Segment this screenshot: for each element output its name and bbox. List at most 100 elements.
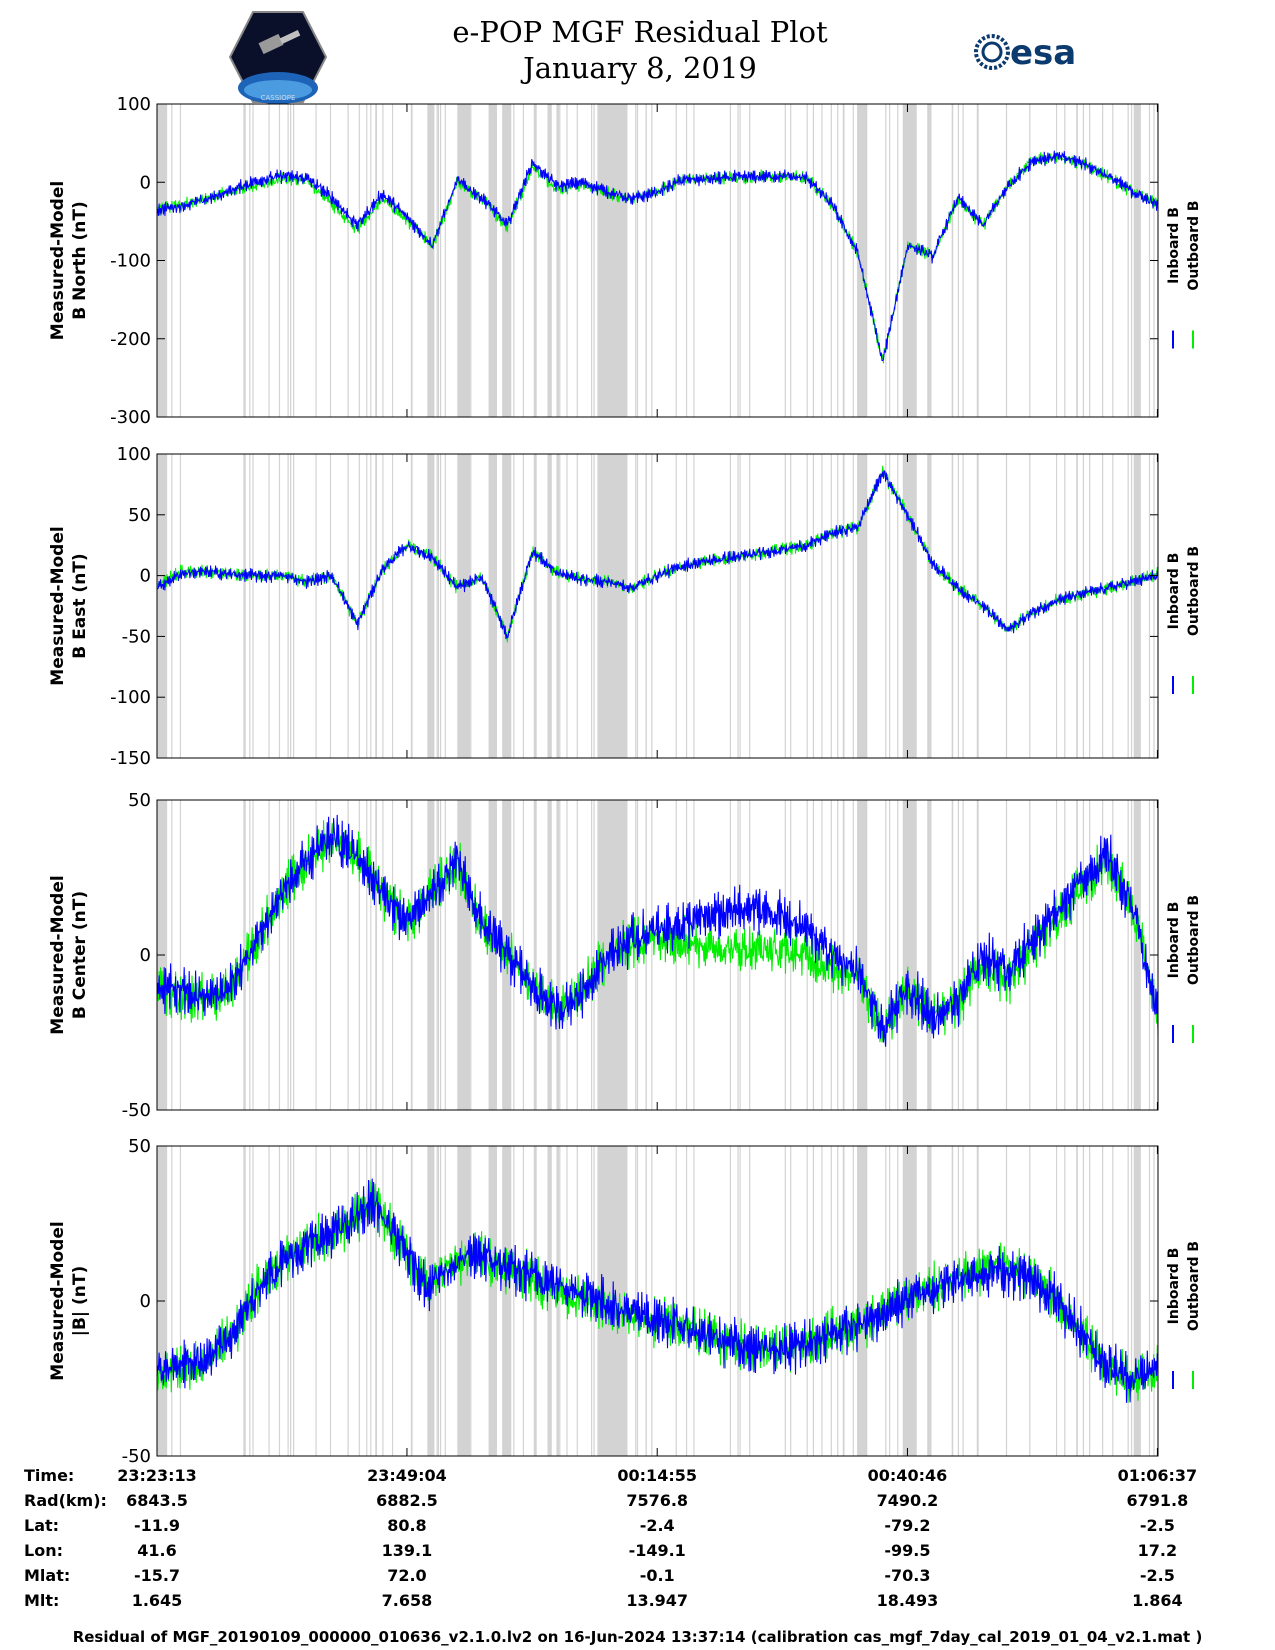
panel-4-data-gap: [559, 1146, 561, 1456]
panel-1-data-gap: [897, 104, 899, 417]
panel-1-data-gap: [559, 104, 561, 417]
panel-2-data-gap: [457, 454, 470, 758]
panel-4-data-gap: [411, 1146, 413, 1456]
panel-1-data-gap: [852, 104, 854, 417]
panel-3-data-gap: [179, 800, 182, 1110]
panel-2-data-gap: [729, 454, 732, 758]
panel-1-data-gap: [290, 104, 292, 417]
panel-2-data-gap: [391, 454, 394, 758]
panel-2-data-gap: [503, 454, 505, 758]
panel-3-data-gap: [1082, 800, 1085, 1110]
panel-2-data-gap: [278, 454, 281, 758]
panel-2-data-gap: [315, 454, 317, 758]
panel-3-ytick-label: -50: [122, 1100, 151, 1121]
panel-2-data-gap: [897, 454, 899, 758]
panel-3-data-gap: [375, 800, 377, 1110]
panel-1-data-gap: [1112, 104, 1114, 417]
panel-2-data-gap: [287, 454, 289, 758]
panel-1-data-gap: [1005, 104, 1008, 417]
panel-1-data-gap: [842, 104, 844, 417]
panel-3-data-gap: [927, 800, 932, 1110]
panel-4-data-gap: [293, 1146, 295, 1456]
panel-1-data-gap: [249, 104, 251, 417]
panel-1-data-gap: [488, 104, 498, 417]
panel-1-data-gap: [165, 104, 168, 417]
panel-1-data-gap: [522, 104, 524, 417]
panel-1-data-gap: [243, 104, 245, 417]
panel-2-data-gap: [375, 454, 377, 758]
panel-2-data-gap: [866, 454, 868, 758]
info-cell: 7.658: [381, 1591, 433, 1610]
panel-2-data-gap: [830, 454, 832, 758]
panel-3-data-gap: [268, 800, 270, 1110]
info-row-label: Mlt:: [24, 1591, 60, 1610]
footer-caption: Residual of MGF_20190109_000000_010636_v…: [72, 1628, 1203, 1646]
panel-1-data-gap: [566, 104, 568, 417]
panel-3-data-gap: [860, 800, 862, 1110]
panel-1-data-gap: [535, 104, 537, 417]
panel-3-data-gap: [165, 800, 168, 1110]
panel-1-data-gap: [645, 104, 647, 417]
info-cell: -2.5: [1139, 1566, 1175, 1585]
panel-1-data-gap: [685, 104, 688, 417]
panel-1-data-gap: [436, 104, 438, 417]
panel-1-data-gap: [513, 104, 515, 417]
panel-3-data-gap: [370, 800, 372, 1110]
panel-2-data-gap: [737, 454, 739, 758]
svg-text:esa: esa: [1010, 33, 1076, 72]
panel-2-data-gap: [685, 454, 688, 758]
panel-1-data-gap: [347, 104, 349, 417]
panel-1-ylabel-line-2: B North (nT): [70, 201, 90, 320]
panel-3-data-gap: [535, 800, 537, 1110]
info-cell: -99.5: [884, 1541, 931, 1560]
panel-4-data-gap: [382, 1146, 384, 1456]
panel-1-ytick-label: -200: [110, 329, 151, 350]
panel-4-data-gap: [557, 1146, 559, 1456]
panel-3-background: [157, 800, 1158, 1110]
panel-2-data-gap: [439, 454, 442, 758]
panel-1-data-gap: [1082, 104, 1085, 417]
panel-3-data-gap: [278, 800, 281, 1110]
panel-2-ytick-label: -50: [122, 626, 151, 647]
panel-3-data-gap: [952, 800, 954, 1110]
panel-4-data-gap: [1127, 1146, 1129, 1456]
panel-4-data-gap: [370, 1146, 372, 1456]
panel-2-data-gap: [812, 454, 815, 758]
panel-2-data-gap: [293, 454, 295, 758]
panel-3-data-gap: [290, 800, 292, 1110]
panel-2-data-gap: [1076, 454, 1078, 758]
panel-1-legend-outboard: Outboard B: [1186, 200, 1202, 290]
panel-2-data-gap: [1127, 454, 1129, 758]
panel-3-data-gap: [457, 800, 470, 1110]
panel-2-data-gap: [593, 454, 595, 758]
panel-1-legend-inboard: Inboard B: [1166, 207, 1182, 284]
panel-2-data-gap: [1055, 454, 1058, 758]
panel-1-inboard-series: [156, 150, 1159, 361]
panel-4-legend-outboard: Outboard B: [1186, 1241, 1202, 1331]
panel-3-data-gap: [347, 800, 349, 1110]
panel-3-data-gap: [1089, 800, 1091, 1110]
panel-2-data-gap: [806, 454, 808, 758]
panel-2-ylabel-line-2: B East (nT): [70, 553, 90, 658]
panel-1-data-gap: [635, 104, 637, 417]
panel-2-data-gap: [252, 454, 254, 758]
panel-4-data-gap: [375, 1146, 378, 1456]
panel-2-ytick-label: -100: [110, 687, 151, 708]
panel-4-ylabel-line-1: Measured-Model: [48, 1221, 68, 1380]
panel-1-data-gap: [244, 104, 246, 417]
panel-1-data-gap: [457, 104, 470, 417]
panel-4-data-gap: [749, 1146, 751, 1456]
info-cell: 00:40:46: [867, 1466, 948, 1485]
panel-3-data-gap: [488, 800, 498, 1110]
panel-4-data-gap: [171, 1146, 173, 1456]
panel-1-data-gap: [693, 104, 695, 417]
panel-2-data-gap: [790, 454, 792, 758]
panel-3-data-gap: [410, 800, 412, 1110]
panel-3-data-gap: [645, 800, 647, 1110]
panel-3-data-gap: [1029, 800, 1031, 1110]
panel-2-data-gap: [927, 454, 932, 758]
panel-3-data-gap: [293, 800, 295, 1110]
panel-1-data-gap: [593, 104, 595, 417]
panel-2-ylabel-line-1: Measured-Model: [48, 526, 68, 685]
